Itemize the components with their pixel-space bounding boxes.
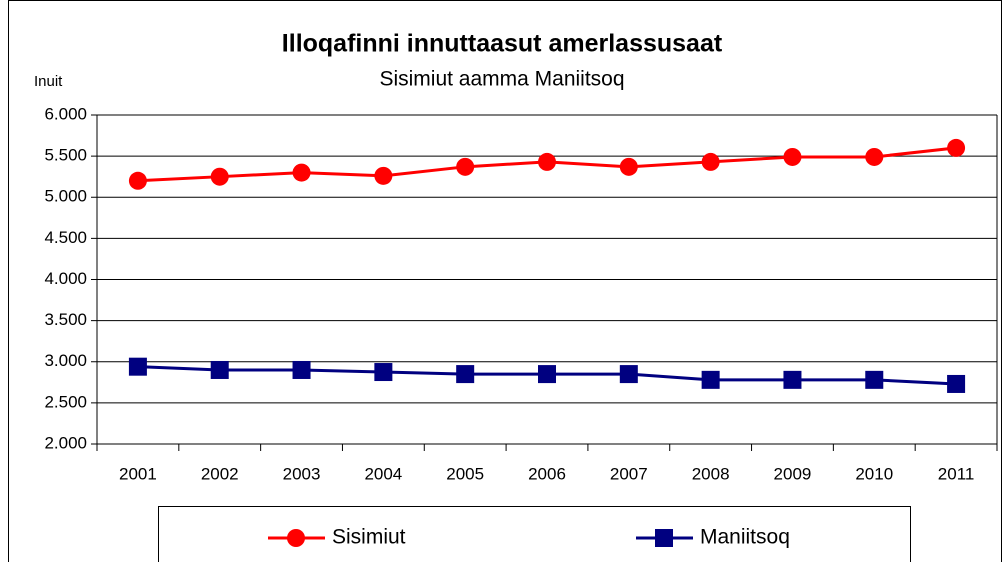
- y-axis-label: Inuit: [34, 73, 63, 90]
- marker: [947, 374, 966, 393]
- marker: [783, 147, 802, 166]
- marker: [374, 363, 393, 382]
- marker: [374, 166, 393, 185]
- y-tick-label: 2.500: [44, 392, 87, 411]
- marker: [538, 365, 556, 384]
- marker: [701, 370, 720, 389]
- marker: [701, 152, 720, 171]
- y-tick-label: 3.000: [44, 351, 87, 370]
- legend-label: Sisimiut: [332, 526, 406, 549]
- marker: [292, 163, 311, 182]
- y-tick-label: 3.500: [44, 310, 87, 329]
- marker: [128, 357, 147, 376]
- legend-box: [158, 506, 911, 562]
- x-tick-label: 2006: [528, 464, 566, 483]
- marker: [292, 360, 311, 379]
- x-tick-label: 2008: [692, 464, 730, 483]
- marker: [128, 171, 147, 190]
- marker: [210, 167, 229, 186]
- x-tick-label: 2004: [364, 464, 402, 483]
- legend-label: Maniitsoq: [700, 526, 790, 549]
- marker: [619, 157, 638, 176]
- y-tick-label: 4.500: [44, 228, 87, 247]
- x-tick-label: 2007: [610, 464, 648, 483]
- x-tick-label: 2001: [119, 464, 157, 483]
- legend-marker: [287, 529, 305, 547]
- marker: [865, 147, 884, 166]
- marker: [619, 365, 638, 384]
- x-tick-label: 2005: [446, 464, 484, 483]
- x-tick-label: 2009: [774, 464, 812, 483]
- marker: [538, 152, 556, 171]
- marker: [783, 370, 802, 389]
- marker: [947, 138, 966, 157]
- y-tick-label: 2.000: [44, 433, 87, 452]
- chart-title: Illoqafinni innuttaasut amerlassusaat: [282, 30, 723, 58]
- x-tick-label: 2011: [938, 464, 975, 483]
- marker: [865, 370, 884, 389]
- y-tick-label: 5.500: [44, 146, 87, 165]
- chart-subtitle: Sisimiut aamma Maniitsoq: [379, 68, 624, 91]
- y-tick-label: 4.000: [44, 269, 87, 288]
- x-tick-label: 2002: [201, 464, 239, 483]
- chart-frame: [8, 0, 1002, 562]
- y-tick-label: 5.000: [44, 187, 87, 206]
- legend-marker: [655, 529, 673, 547]
- x-tick-label: 2010: [855, 464, 893, 483]
- y-tick-label: 6.000: [44, 104, 87, 123]
- marker: [210, 360, 229, 379]
- marker: [456, 157, 475, 176]
- marker: [456, 365, 475, 384]
- x-tick-label: 2003: [283, 464, 321, 483]
